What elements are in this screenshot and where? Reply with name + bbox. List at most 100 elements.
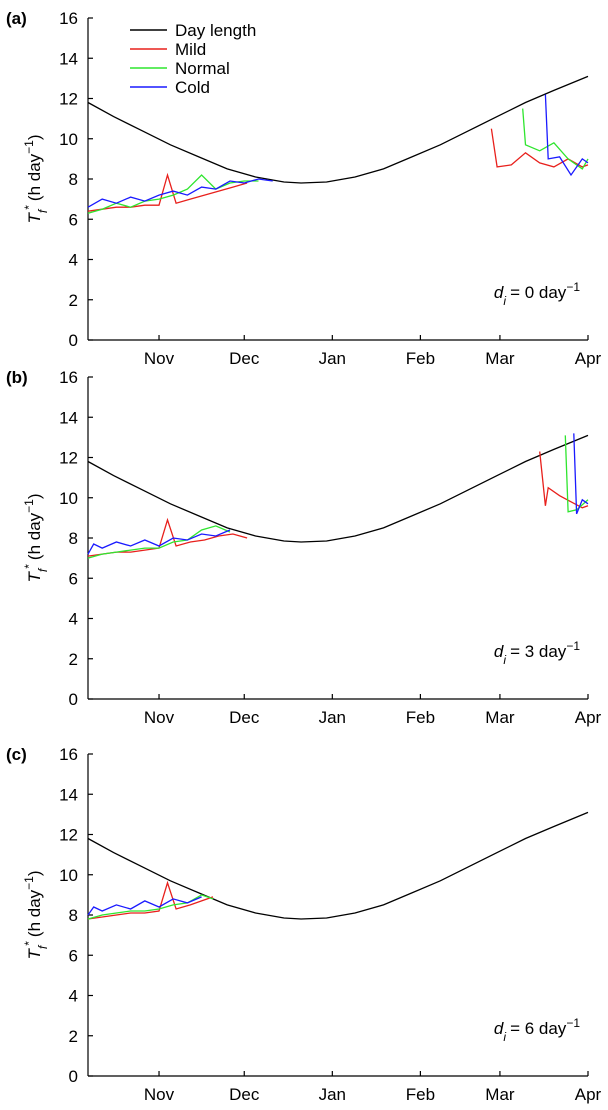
series-line: [87, 108, 589, 214]
x-tick-label: Jan: [319, 1085, 346, 1104]
text-part: −1: [566, 1016, 580, 1030]
series-line: [87, 896, 202, 916]
y-tick-label: 0: [69, 1067, 78, 1086]
x-tick-label: Nov: [144, 708, 175, 727]
panel-label: (b): [6, 368, 28, 387]
y-tick-label: 4: [69, 251, 78, 270]
y-axis-label: Tf* (h day−1): [22, 870, 50, 959]
text-part: (h day: [25, 153, 44, 201]
y-tick-label: 14: [59, 49, 78, 68]
text-part: (h day: [25, 889, 44, 937]
text-part: (h day: [25, 512, 44, 560]
text-part: ): [25, 493, 44, 499]
y-tick-label: 2: [69, 650, 78, 669]
series-line: [87, 75, 589, 184]
text-part: = 6 day: [510, 1019, 567, 1038]
x-tick-label: Feb: [406, 349, 435, 368]
x-tick-label: Feb: [406, 708, 435, 727]
annotation: di = 0 day−1: [494, 280, 580, 308]
series-line: [87, 433, 589, 555]
y-tick-label: 2: [69, 1027, 78, 1046]
text-part: *: [22, 564, 36, 569]
series-line: [87, 894, 214, 920]
text-part: T: [25, 571, 44, 583]
text-part: ): [25, 870, 44, 876]
annotation: di = 6 day−1: [494, 1016, 580, 1044]
series-line: [87, 128, 589, 212]
text-part: i: [503, 294, 506, 308]
text-part: = 3 day: [510, 642, 567, 661]
y-tick-label: 16: [59, 745, 78, 764]
text-part: −1: [22, 499, 36, 513]
series-line: [87, 811, 589, 920]
y-tick-label: 16: [59, 9, 78, 28]
x-tick-label: Apr: [575, 349, 602, 368]
x-tick-label: Feb: [406, 1085, 435, 1104]
x-tick-label: Mar: [485, 349, 515, 368]
text-part: *: [22, 205, 36, 210]
y-tick-label: 10: [59, 866, 78, 885]
y-tick-label: 14: [59, 785, 78, 804]
panel-label: (a): [6, 9, 27, 28]
x-tick-label: Dec: [229, 708, 260, 727]
text-part: d: [494, 642, 504, 661]
y-axis-label: Tf* (h day−1): [22, 134, 50, 223]
text-part: f: [36, 944, 50, 949]
series-line: [87, 94, 589, 208]
text-part: ): [25, 134, 44, 140]
y-tick-label: 8: [69, 906, 78, 925]
text-part: −1: [22, 876, 36, 890]
y-tick-label: 10: [59, 489, 78, 508]
legend-label: Cold: [175, 78, 210, 97]
y-tick-label: 0: [69, 331, 78, 350]
y-tick-label: 12: [59, 90, 78, 109]
text-part: i: [503, 1030, 506, 1044]
y-tick-label: 2: [69, 291, 78, 310]
text-part: T: [25, 212, 44, 224]
legend-label: Normal: [175, 59, 230, 78]
y-tick-label: 8: [69, 170, 78, 189]
y-tick-label: 16: [59, 368, 78, 387]
y-tick-label: 12: [59, 449, 78, 468]
y-tick-label: 4: [69, 987, 78, 1006]
text-part: i: [503, 653, 506, 667]
text-part: −1: [566, 280, 580, 294]
y-tick-label: 0: [69, 690, 78, 709]
x-tick-label: Jan: [319, 349, 346, 368]
x-tick-label: Apr: [575, 1085, 602, 1104]
text-part: d: [494, 1019, 504, 1038]
series-line: [87, 435, 589, 559]
legend-label: Day length: [175, 21, 256, 40]
x-tick-label: Jan: [319, 708, 346, 727]
x-tick-label: Apr: [575, 708, 602, 727]
annotation: di = 3 day−1: [494, 639, 580, 667]
text-part: d: [494, 283, 504, 302]
y-axis-label: Tf* (h day−1): [22, 493, 50, 582]
x-tick-label: Mar: [485, 708, 515, 727]
y-tick-label: 4: [69, 610, 78, 629]
text-part: = 0 day: [510, 283, 567, 302]
text-part: −1: [566, 639, 580, 653]
y-tick-label: 6: [69, 569, 78, 588]
text-part: −1: [22, 140, 36, 154]
y-tick-label: 14: [59, 408, 78, 427]
text-part: T: [25, 948, 44, 960]
series-line: [87, 434, 589, 543]
text-part: f: [36, 208, 50, 213]
x-tick-label: Nov: [144, 349, 175, 368]
text-part: f: [36, 567, 50, 572]
y-tick-label: 6: [69, 946, 78, 965]
y-tick-label: 12: [59, 826, 78, 845]
y-tick-label: 6: [69, 210, 78, 229]
x-tick-label: Nov: [144, 1085, 175, 1104]
panel-label: (c): [6, 745, 27, 764]
y-tick-label: 10: [59, 130, 78, 149]
legend-label: Mild: [175, 40, 206, 59]
x-tick-label: Mar: [485, 1085, 515, 1104]
x-tick-label: Dec: [229, 349, 260, 368]
series-line: [87, 880, 214, 920]
x-tick-label: Dec: [229, 1085, 260, 1104]
text-part: *: [22, 941, 36, 946]
y-tick-label: 8: [69, 529, 78, 548]
